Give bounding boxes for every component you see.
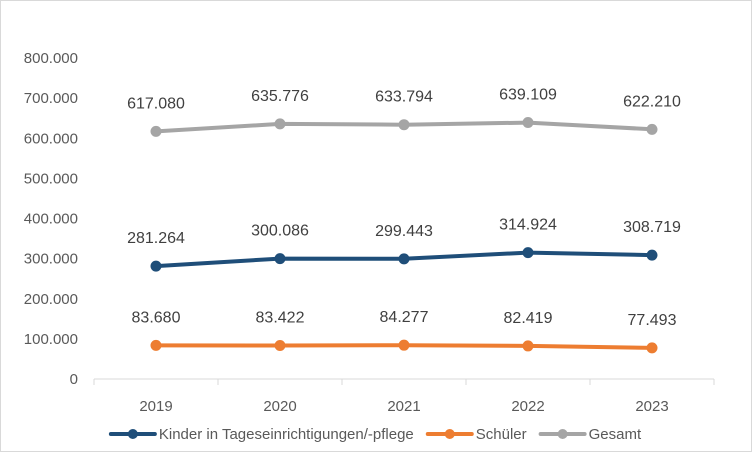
y-tick-label: 100.000	[24, 331, 78, 348]
data-point	[398, 119, 410, 131]
y-tick-label: 600.000	[24, 130, 78, 147]
y-tick-label: 200.000	[24, 291, 78, 308]
data-label: 83.680	[132, 309, 181, 326]
data-point	[646, 342, 658, 354]
legend-swatch-marker	[127, 429, 138, 439]
data-label: 281.264	[127, 230, 185, 247]
x-tick-label: 2023	[635, 398, 668, 415]
y-tick-label: 500.000	[24, 170, 78, 187]
y-tick-label: 400.000	[24, 211, 78, 228]
data-point	[646, 123, 658, 135]
x-tick-label: 2022	[511, 398, 544, 415]
y-tick-label: 800.000	[24, 50, 78, 67]
data-label: 308.719	[623, 219, 681, 236]
data-label: 82.419	[504, 310, 553, 327]
data-label: 84.277	[380, 309, 429, 326]
data-point	[646, 249, 658, 261]
data-label: 622.210	[623, 93, 681, 110]
x-tick-label: 2019	[139, 398, 172, 415]
data-point	[150, 339, 162, 351]
y-axis-tick-labels: 0 100.000 200.000 300.000 400.000 500.000 600.…	[24, 50, 78, 388]
data-point	[398, 253, 410, 265]
data-point	[274, 253, 286, 265]
data-point	[274, 118, 286, 130]
data-point	[274, 340, 286, 352]
legend-swatch-marker	[557, 429, 568, 439]
y-tick-label: 0	[70, 371, 78, 388]
data-label: 617.080	[127, 95, 185, 112]
legend-swatch-marker	[444, 429, 455, 439]
x-tick-label: 2021	[387, 398, 420, 415]
data-label: 635.776	[251, 88, 309, 105]
data-point	[522, 117, 534, 129]
y-tick-label: 700.000	[24, 90, 78, 107]
legend-label: Gesamt	[589, 426, 642, 443]
series-points	[150, 117, 658, 354]
data-label: 300.086	[251, 223, 309, 240]
legend-label: Schüler	[476, 426, 527, 443]
data-point	[150, 260, 162, 272]
x-axis-tick-labels: 2019 2020 2021 2022 2023	[139, 398, 668, 415]
y-tick-label: 300.000	[24, 251, 78, 268]
data-point	[522, 340, 534, 352]
data-labels: 281.264 300.086 299.443 314.924 308.719 83.68…	[127, 87, 681, 329]
data-label: 639.109	[499, 87, 557, 104]
data-label: 77.493	[628, 312, 677, 329]
data-label: 83.422	[256, 310, 305, 327]
legend-label: Kinder in Tageseinrichtigungen/-pflege	[159, 426, 414, 443]
data-label: 314.924	[499, 217, 557, 234]
data-point	[398, 339, 410, 351]
x-tick-label: 2020	[263, 398, 296, 415]
data-point	[522, 247, 534, 259]
data-label: 299.443	[375, 223, 433, 240]
data-point	[150, 125, 162, 137]
data-label: 633.794	[375, 89, 433, 106]
legend: Kinder in Tageseinrichtigungen/-pflege Sc…	[108, 426, 642, 443]
axes	[93, 378, 715, 385]
